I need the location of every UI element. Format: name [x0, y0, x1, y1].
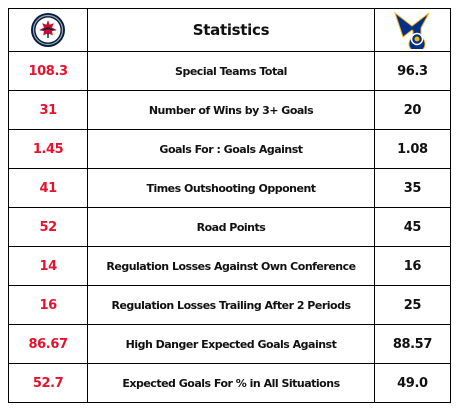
jets-value: 52 [7, 207, 89, 247]
table-title: Statistics [87, 8, 375, 52]
blues-value: 35 [373, 168, 452, 208]
jets-value: 14 [7, 246, 89, 286]
blues-value: 16 [373, 246, 452, 286]
stat-label: High Danger Expected Goals Against [87, 324, 375, 364]
table-row: 1.45 Goals For : Goals Against 1.08 [7, 129, 452, 169]
st-louis-blues-logo-icon [394, 11, 430, 49]
blues-value: 1.08 [373, 129, 452, 169]
table-row: 52 Road Points 45 [7, 207, 452, 247]
blues-value: 88.57 [373, 324, 452, 364]
stat-label: Regulation Losses Trailing After 2 Perio… [87, 285, 375, 325]
jets-value: 52.7 [7, 363, 89, 403]
statistics-table: Statistics 108.3 Special Teams Total 96.3 3… [7, 8, 452, 403]
jets-value: 108.3 [7, 51, 89, 91]
stat-label: Goals For : Goals Against [87, 129, 375, 169]
table-row: 108.3 Special Teams Total 96.3 [7, 51, 452, 91]
jets-value: 1.45 [7, 129, 89, 169]
table-row: 86.67 High Danger Expected Goals Against 8… [7, 324, 452, 364]
table-row: 31 Number of Wins by 3+ Goals 20 [7, 90, 452, 130]
blues-value: 25 [373, 285, 452, 325]
table-row: 16 Regulation Losses Trailing After 2 Per… [7, 285, 452, 325]
left-team-logo-cell [7, 8, 89, 52]
table-row: 41 Times Outshooting Opponent 35 [7, 168, 452, 208]
winnipeg-jets-logo-icon [31, 13, 66, 47]
jets-value: 41 [7, 168, 89, 208]
table-row: 14 Regulation Losses Against Own Conferen… [7, 246, 452, 286]
table-row: 52.7 Expected Goals For % in All Situatio… [7, 363, 452, 403]
header-row: Statistics [7, 8, 452, 52]
right-team-logo-cell [373, 8, 452, 52]
stat-label: Times Outshooting Opponent [87, 168, 375, 208]
blues-value: 45 [373, 207, 452, 247]
stat-label: Regulation Losses Against Own Conference [87, 246, 375, 286]
jets-value: 16 [7, 285, 89, 325]
stat-label: Number of Wins by 3+ Goals [87, 90, 375, 130]
blues-value: 20 [373, 90, 452, 130]
blues-value: 49.0 [373, 363, 452, 403]
jets-value: 31 [7, 90, 89, 130]
stat-label: Road Points [87, 207, 375, 247]
stat-label: Expected Goals For % in All Situations [87, 363, 375, 403]
blues-value: 96.3 [373, 51, 452, 91]
jets-value: 86.67 [7, 324, 89, 364]
stat-label: Special Teams Total [87, 51, 375, 91]
